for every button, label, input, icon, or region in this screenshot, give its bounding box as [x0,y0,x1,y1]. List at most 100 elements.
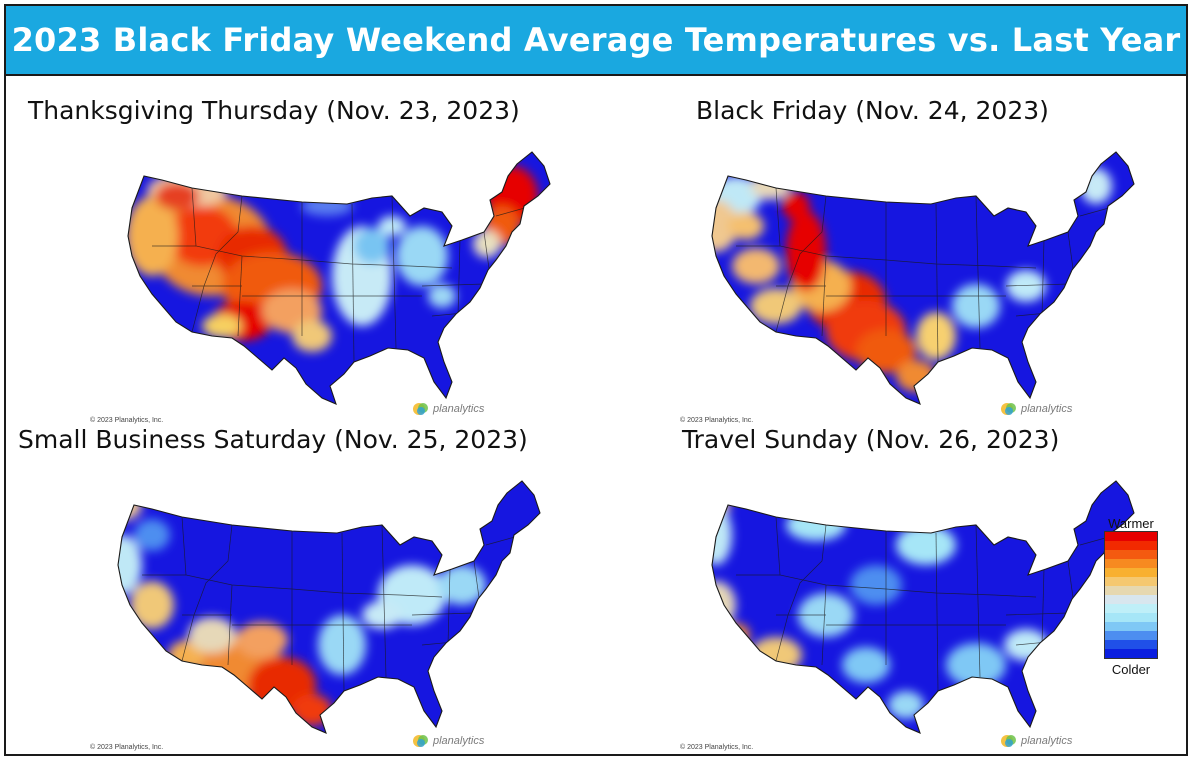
temperature-anomaly-region [378,216,406,236]
legend-step-9 [1105,613,1157,622]
temperature-anomaly-region [473,230,501,258]
planalytics-logo: planalytics [1000,400,1072,418]
panel-title-black-friday: Black Friday (Nov. 24, 2023) [696,96,1049,125]
state-boundary [457,239,461,317]
state-boundary [775,516,995,596]
state-boundary [775,195,827,333]
legend-step-3 [1105,559,1157,568]
temperature-anomaly-region [1006,270,1046,302]
temperature-anomaly-region [188,617,236,653]
temperature-anomaly-region [842,647,890,683]
planalytics-logo-icon [1001,735,1016,747]
temperature-anomaly-region [712,200,738,252]
legend-colder-label: Colder [1111,662,1151,677]
state-boundary [191,187,411,267]
legend-step-12 [1105,640,1157,649]
temperature-anomaly-region [202,314,242,338]
map-panel-black-friday: Black Friday (Nov. 24, 2023) [612,96,1192,426]
planalytics-logo: planalytics [412,732,484,750]
state-boundary [821,255,827,337]
state-boundary [935,532,939,692]
temperature-anomaly-region [318,615,366,675]
state-boundary [447,568,451,646]
state-boundary [935,203,939,363]
state-boundary [351,203,355,363]
us-temperature-map-travel-sunday [711,480,1135,734]
title-bar: 2023 Black Friday Weekend Average Temper… [6,6,1186,76]
temperature-anomaly-region [952,284,1000,328]
temperature-anomaly-region [786,211,826,291]
us-temperature-map-black-friday [711,151,1135,405]
planalytics-logo: planalytics [412,400,484,418]
temperature-anomaly-region [946,643,1006,687]
temperature-anomaly-region [896,360,936,392]
us-temperature-map-small-business-saturday [117,480,541,734]
state-boundary [975,195,981,349]
panel-title-travel-sunday: Travel Sunday (Nov. 26, 2023) [682,425,1060,454]
legend-step-10 [1105,622,1157,631]
state-boundary [1005,283,1069,287]
temperature-anomaly-region [732,248,780,284]
state-boundary [421,283,485,287]
state-boundary [975,524,981,678]
state-boundary [775,524,827,662]
legend-step-4 [1105,568,1157,577]
temperature-anomaly-region [750,637,802,673]
us-temperature-map-thanksgiving [127,151,551,405]
legend-step-1 [1105,541,1157,550]
legend-step-11 [1105,631,1157,640]
copyright-thanksgiving: © 2023 Planalytics, Inc. [90,417,164,424]
temperature-anomaly-region [750,288,802,324]
state-boundary [775,187,995,267]
legend-step-13 [1105,649,1157,658]
temperature-anomaly-region [354,228,390,264]
map-panel-travel-sunday: Travel Sunday (Nov. 26, 2023) [612,425,1192,755]
state-boundary [391,195,397,349]
state-boundary [1041,568,1045,646]
state-boundary [181,516,401,596]
copyright-travel-sunday: © 2023 Planalytics, Inc. [680,744,754,751]
state-boundary [1005,612,1069,616]
temperature-anomaly-region [118,535,142,595]
temperature-anomaly-region [155,182,199,210]
panel-title-small-business-saturday: Small Business Saturday (Nov. 25, 2023) [18,425,528,454]
state-boundary [993,265,1037,269]
map-panel-thanksgiving: Thanksgiving Thursday (Nov. 23, 2023) [28,96,608,426]
temperature-anomaly-region [362,601,402,629]
legend-color-bar [1104,531,1158,659]
temperature-anomaly-region [428,284,456,308]
temperature-anomaly-region [292,320,332,352]
state-boundary [411,612,475,616]
temperature-anomaly-region [888,691,924,719]
temperature-anomaly-region [712,581,736,629]
copyright-black-friday: © 2023 Planalytics, Inc. [680,417,754,424]
country-outline [711,480,1135,734]
legend-step-7 [1105,595,1157,604]
temperature-anomaly-region [301,196,353,216]
temperature-anomaly-region [236,622,288,658]
map-base-black-friday [712,152,1134,404]
temperature-anomaly-region [128,196,178,276]
temperature-anomaly-region [1080,168,1112,204]
state-boundary [237,255,243,337]
legend-step-6 [1105,586,1157,595]
temperature-anomaly-region [916,312,956,360]
page-title: 2023 Black Friday Weekend Average Temper… [11,21,1181,59]
state-boundary [227,584,233,666]
temperature-anomaly-region [130,581,174,629]
legend-warmer-label: Warmer [1108,516,1154,531]
legend-step-2 [1105,550,1157,559]
temperature-legend: Warmer Colder [1100,516,1162,677]
panel-title-thanksgiving: Thanksgiving Thursday (Nov. 23, 2023) [28,96,520,125]
temperature-anomaly-region [896,525,956,565]
state-boundary [821,584,827,666]
legend-step-5 [1105,577,1157,586]
copyright-small-business-saturday: © 2023 Planalytics, Inc. [90,744,164,751]
map-base-small-business-saturday [118,481,540,733]
planalytics-logo-icon [413,735,428,747]
state-boundary [191,195,243,333]
temperature-anomaly-region [751,172,791,200]
state-boundary [399,594,443,598]
state-boundary [381,524,387,678]
country-outline [711,151,1135,405]
